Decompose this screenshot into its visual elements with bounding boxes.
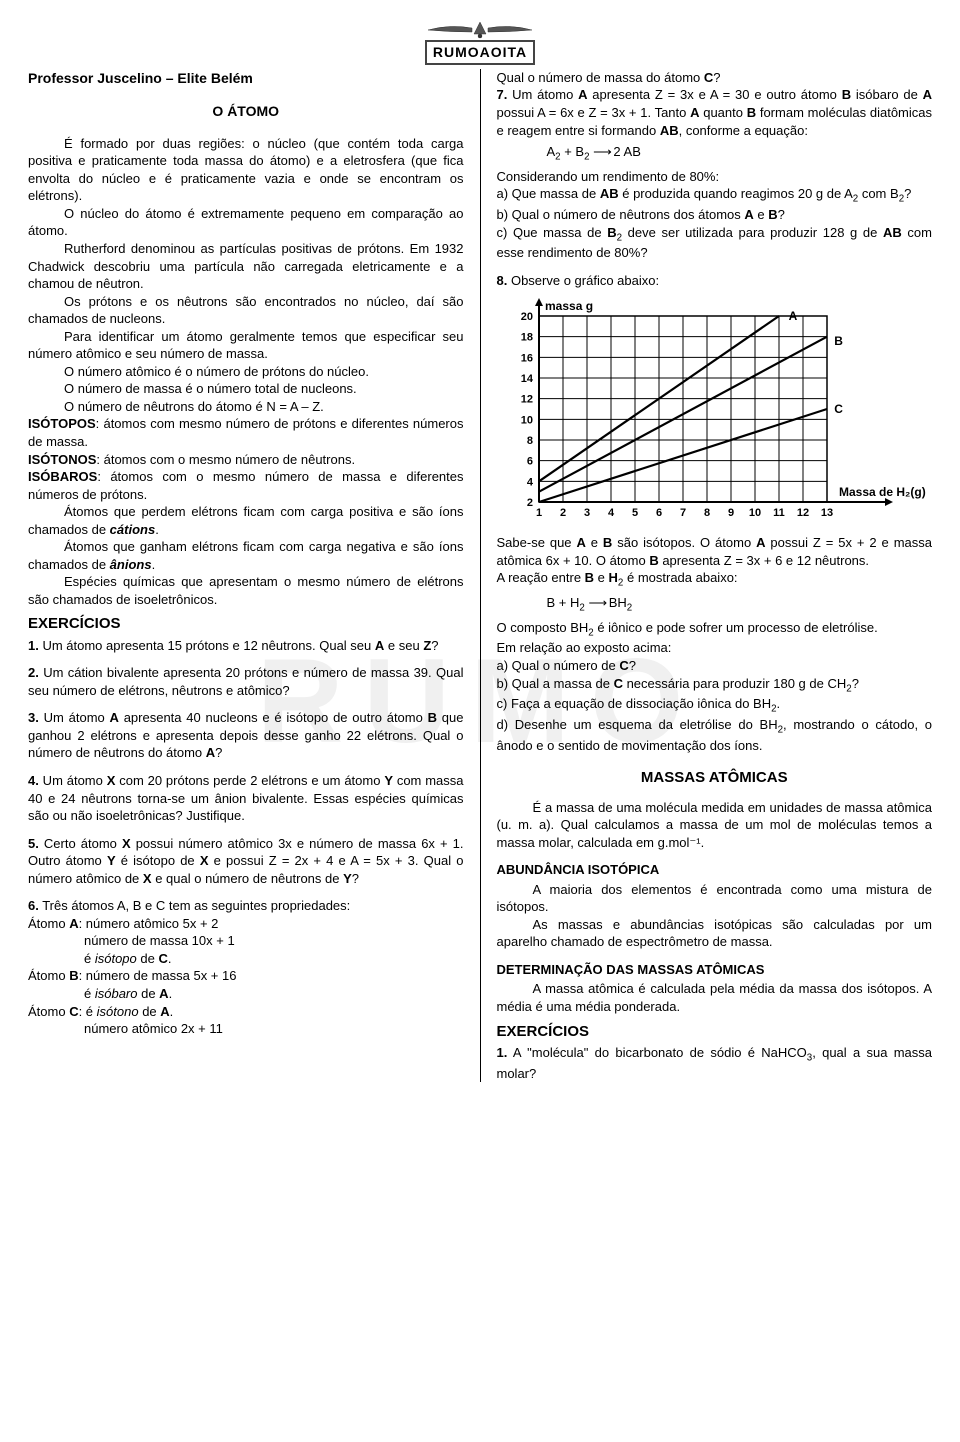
- svg-text:10: 10: [520, 414, 532, 426]
- massas-head: MASSAS ATÔMICAS: [497, 768, 933, 788]
- question-5: 5. Certo átomo X possui número atômico 3…: [28, 835, 464, 888]
- q8-c: c) Faça a equação de dissociação iônica …: [497, 695, 933, 716]
- question-3: 3. Um átomo A apresenta 40 nucleons e é …: [28, 709, 464, 762]
- svg-text:14: 14: [520, 373, 533, 385]
- para: Sabe-se que A e B são isótopos. O átomo …: [497, 534, 933, 569]
- para: Em relação ao exposto acima:: [497, 639, 933, 657]
- para: O composto BH2 é iônico e pode sofrer um…: [497, 619, 933, 640]
- svg-text:8: 8: [703, 507, 709, 519]
- wings-icon: [420, 20, 540, 42]
- svg-text:10: 10: [748, 507, 760, 519]
- svg-text:4: 4: [607, 507, 614, 519]
- equation-2: B + H2 ⟶ BH2: [547, 594, 933, 615]
- para: É a massa de uma molécula medida em unid…: [497, 799, 933, 852]
- svg-text:16: 16: [520, 352, 532, 364]
- para: Espécies químicas que apresentam o mesmo…: [28, 573, 464, 608]
- atom-list: Átomo A: número atômico 5x + 2 número de…: [28, 915, 464, 1038]
- q7-c: c) Que massa de B2 deve ser utilizada pa…: [497, 224, 933, 262]
- logo-text: RUMOAOITA: [425, 40, 535, 65]
- para: A reação entre B e H2 é mostrada abaixo:: [497, 569, 933, 590]
- svg-text:C: C: [834, 402, 843, 416]
- professor-header: Professor Juscelino – Elite Belém: [28, 69, 464, 88]
- svg-text:6: 6: [655, 507, 661, 519]
- question-4: 4. Um átomo X com 20 prótons perde 2 elé…: [28, 772, 464, 825]
- svg-text:13: 13: [820, 507, 832, 519]
- svg-text:Massa de H₂(g): Massa de H₂(g): [839, 485, 926, 499]
- svg-text:20: 20: [520, 311, 532, 323]
- doc-title: O ÁTOMO: [28, 102, 464, 121]
- para: O núcleo do átomo é extremamente pequeno…: [28, 205, 464, 240]
- para-cations: Átomos que perdem elétrons ficam com car…: [28, 503, 464, 538]
- svg-text:12: 12: [520, 393, 532, 405]
- def-isotonos: ISÓTONOS: átomos com o mesmo número de n…: [28, 451, 464, 469]
- para: Para identificar um átomo geralmente tem…: [28, 328, 464, 363]
- svg-text:5: 5: [631, 507, 637, 519]
- para: Os prótons e os nêutrons são encontrados…: [28, 293, 464, 328]
- def-isotopos: ISÓTOPOS: átomos com mesmo número de pró…: [28, 415, 464, 450]
- q7-b: b) Qual o número de nêutrons dos átomos …: [497, 206, 933, 224]
- svg-text:2: 2: [559, 507, 565, 519]
- q8-a: a) Qual o número de C?: [497, 657, 933, 675]
- svg-text:12: 12: [796, 507, 808, 519]
- ex2-question-1: 1. A "molécula" do bicarbonato de sódio …: [497, 1044, 933, 1082]
- para: A massa atômica é calculada pela média d…: [497, 980, 933, 1015]
- svg-text:8: 8: [526, 435, 532, 447]
- exercicios-head: EXERCÍCIOS: [28, 614, 464, 634]
- determinacao-head: DETERMINAÇÃO DAS MASSAS ATÔMICAS: [497, 961, 933, 979]
- question-6-cont: Qual o número de massa do átomo C?: [497, 69, 933, 87]
- svg-text:7: 7: [679, 507, 685, 519]
- q8-b: b) Qual a massa de C necessária para pro…: [497, 675, 933, 696]
- question-2: 2. Um cátion bivalente apresenta 20 prót…: [28, 664, 464, 699]
- q8-d: d) Desenhe um esquema da eletrólise do B…: [497, 716, 933, 754]
- equation-1: A2 + B2 ⟶ 2 AB: [547, 143, 933, 164]
- svg-text:3: 3: [583, 507, 589, 519]
- para: O número atômico é o número de prótons d…: [28, 363, 464, 381]
- para: É formado por duas regiões: o núcleo (qu…: [28, 135, 464, 205]
- svg-text:6: 6: [526, 455, 532, 467]
- right-column: Qual o número de massa do átomo C? 7. Um…: [497, 69, 933, 1082]
- exercicios-head-2: EXERCÍCIOS: [497, 1022, 933, 1042]
- para: As massas e abundâncias isotópicas são c…: [497, 916, 933, 951]
- para: O número de massa é o número total de nu…: [28, 380, 464, 398]
- svg-text:A: A: [788, 309, 797, 323]
- question-6: 6. Três átomos A, B e C tem as seguintes…: [28, 897, 464, 915]
- svg-text:9: 9: [727, 507, 733, 519]
- question-8: 8. Observe o gráfico abaixo:: [497, 272, 933, 290]
- question-1: 1. Um átomo apresenta 15 prótons e 12 nê…: [28, 637, 464, 655]
- svg-text:4: 4: [526, 476, 533, 488]
- chart: massa g123456789101112132468101214161820…: [497, 296, 933, 531]
- question-7: 7. Um átomo A apresenta Z = 3x e A = 30 …: [497, 86, 933, 139]
- svg-text:11: 11: [773, 507, 785, 519]
- svg-text:1: 1: [535, 507, 541, 519]
- svg-text:B: B: [834, 333, 843, 347]
- svg-text:2: 2: [526, 497, 532, 509]
- left-column: Professor Juscelino – Elite Belém O ÁTOM…: [28, 69, 464, 1082]
- svg-text:massa g: massa g: [545, 299, 593, 313]
- chart-svg: massa g123456789101112132468101214161820…: [497, 296, 937, 526]
- def-isobaros: ISÓBAROS: átomos com o mesmo número de m…: [28, 468, 464, 503]
- para: Rutherford denominou as partículas posit…: [28, 240, 464, 293]
- column-divider: [480, 69, 481, 1082]
- para-anions: Átomos que ganham elétrons ficam com car…: [28, 538, 464, 573]
- para: O número de nêutrons do átomo é N = A – …: [28, 398, 464, 416]
- para: A maioria dos elementos é encontrada com…: [497, 881, 933, 916]
- para: Considerando um rendimento de 80%:: [497, 168, 933, 186]
- abundancia-head: ABUNDÂNCIA ISOTÓPICA: [497, 861, 933, 879]
- q7-a: a) Que massa de AB é produzida quando re…: [497, 185, 933, 206]
- svg-text:18: 18: [520, 331, 532, 343]
- logo-block: RUMOAOITA: [28, 20, 932, 65]
